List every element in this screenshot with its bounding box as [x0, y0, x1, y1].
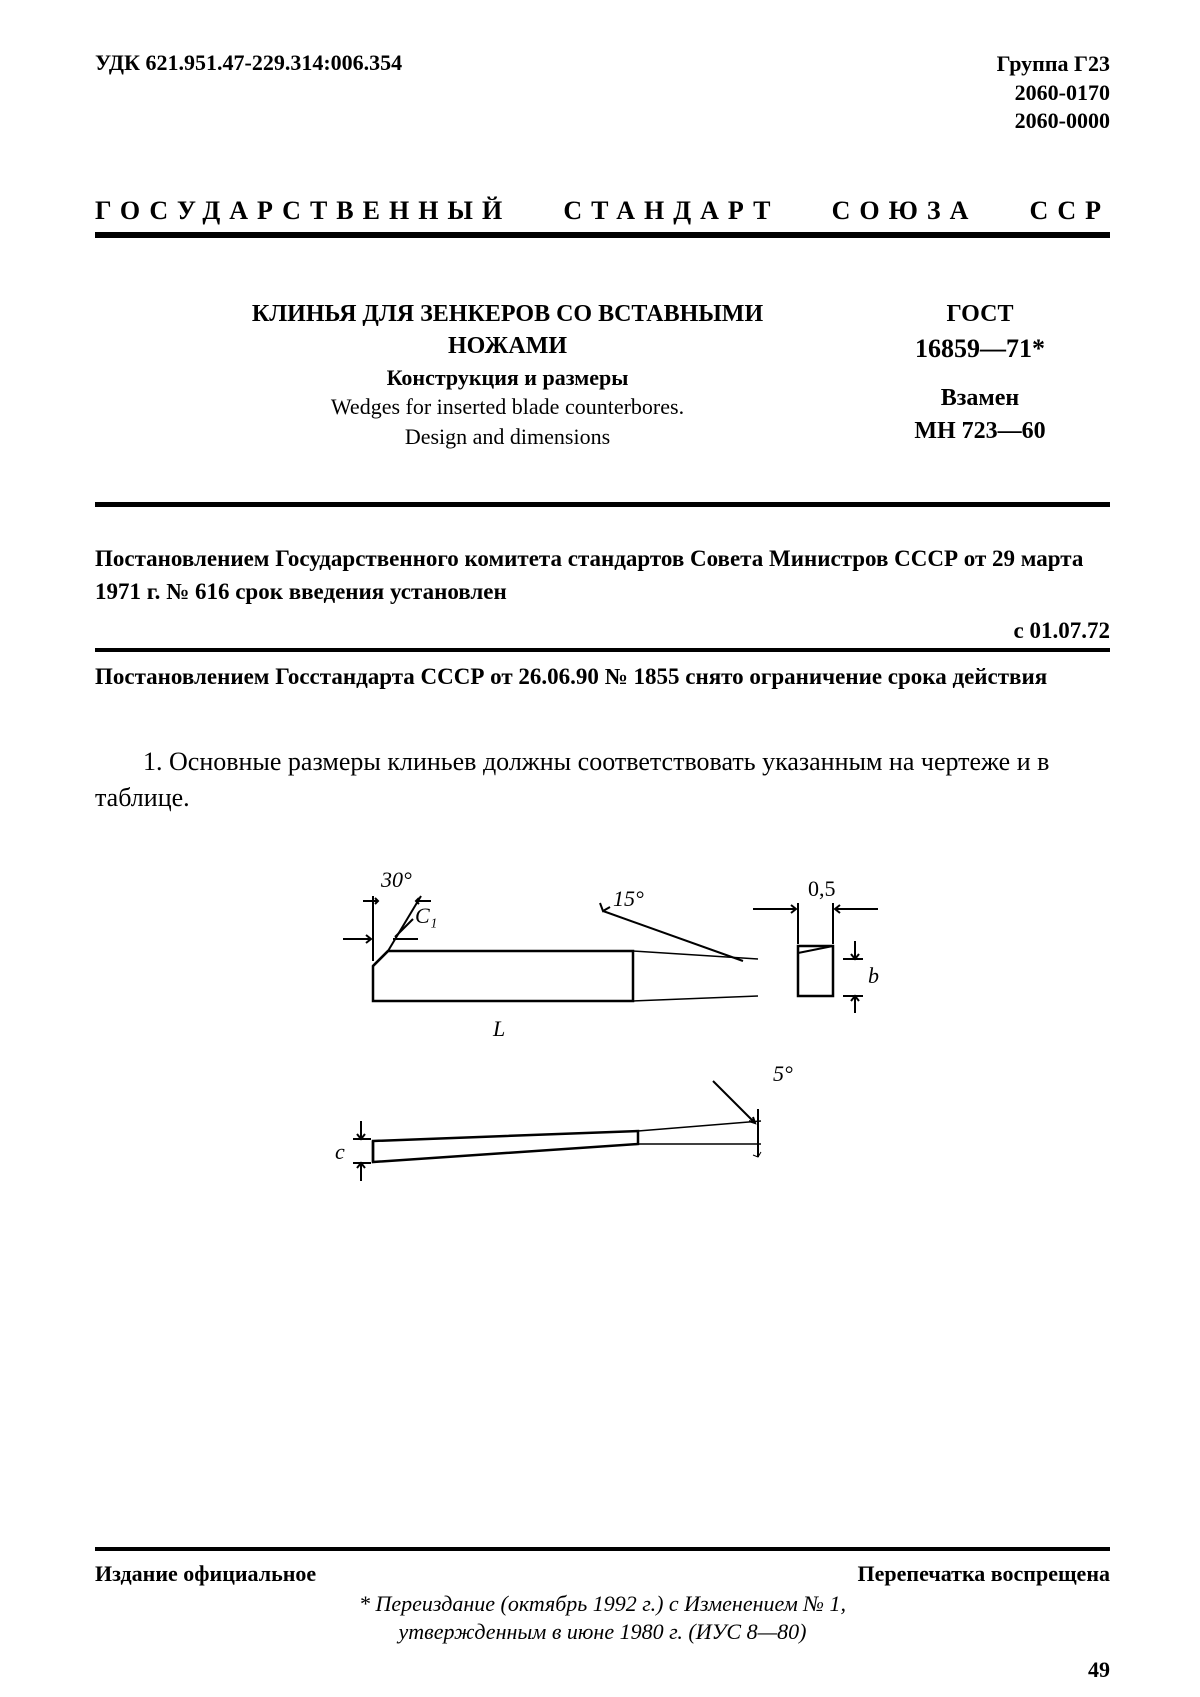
wedge-diagram-svg: 30° C₁ 15° 0,5 b L 5° c: [303, 841, 903, 1211]
replaces-label: Взамен: [850, 382, 1110, 416]
footer-left: Издание официальное: [95, 1561, 316, 1587]
title-en-line2: Design and dimensions: [165, 422, 850, 452]
product-code-1: 2060-0170: [997, 79, 1110, 108]
group-codes: Группа Г23 2060-0170 2060-0000: [997, 50, 1110, 136]
gost-column: ГОСТ 16859—71* Взамен МН 723—60: [850, 298, 1110, 452]
gost-number: 16859—71*: [850, 331, 1110, 367]
state-standard-title: ГОСУДАРСТВЕННЫЙ СТАНДАРТ СОЮЗА ССР: [95, 196, 1110, 226]
label-30deg: 30°: [380, 867, 412, 892]
footer-row: Издание официальное Перепечатка воспреще…: [95, 1547, 1110, 1587]
section-rule: [95, 502, 1110, 507]
udk-code: УДК 621.951.47-229.314:006.354: [95, 50, 402, 136]
title-ru-line2: НОЖАМИ: [165, 330, 850, 362]
label-15deg: 15°: [613, 886, 644, 911]
label-05: 0,5: [808, 876, 836, 901]
document-title-block: КЛИНЬЯ ДЛЯ ЗЕНКЕРОВ СО ВСТАВНЫМИ НОЖАМИ …: [95, 298, 1110, 452]
label-c1: C₁: [415, 903, 437, 928]
footnote-line2: утвержденным в июне 1980 г. (ИУС 8—80): [95, 1618, 1110, 1647]
replaces-number: МН 723—60: [850, 415, 1110, 449]
label-5deg: 5°: [773, 1061, 793, 1086]
title-ru-line1: КЛИНЬЯ ДЛЯ ЗЕНКЕРОВ СО ВСТАВНЫМИ: [165, 298, 850, 330]
decree-2: Постановлением Госстандарта СССР от 26.0…: [95, 660, 1110, 693]
footnote-line1: * Переиздание (октябрь 1992 г.) с Измене…: [95, 1590, 1110, 1619]
page-number: 49: [1088, 1657, 1110, 1683]
title-rule: [95, 232, 1110, 238]
title-left-column: КЛИНЬЯ ДЛЯ ЗЕНКЕРОВ СО ВСТАВНЫМИ НОЖАМИ …: [165, 298, 850, 452]
group-label: Группа Г23: [997, 50, 1110, 79]
label-L: L: [492, 1016, 505, 1041]
footnote: * Переиздание (октябрь 1992 г.) с Измене…: [95, 1590, 1110, 1647]
technical-drawing: 30° C₁ 15° 0,5 b L 5° c: [95, 841, 1110, 1216]
gost-label: ГОСТ: [850, 298, 1110, 332]
title-en-line1: Wedges for inserted blade counterbores.: [165, 392, 850, 422]
decree-1-date: с 01.07.72: [95, 618, 1110, 652]
footer-right: Перепечатка воспрещена: [858, 1561, 1110, 1587]
label-b: b: [868, 963, 879, 988]
label-c: c: [335, 1139, 345, 1164]
decree-1: Постановлением Государственного комитета…: [95, 542, 1110, 609]
subtitle-ru: Конструкция и размеры: [165, 363, 850, 393]
product-code-2: 2060-0000: [997, 107, 1110, 136]
header-meta-row: УДК 621.951.47-229.314:006.354 Группа Г2…: [95, 50, 1110, 136]
clause-1: 1. Основные размеры клиньев должны соотв…: [95, 744, 1110, 817]
